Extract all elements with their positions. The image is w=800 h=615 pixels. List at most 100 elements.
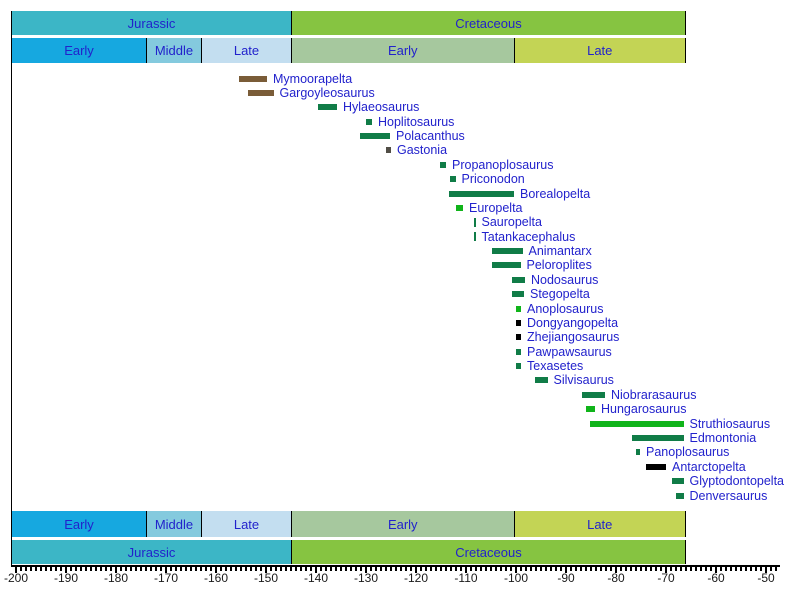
axis-minor-tick — [80, 567, 82, 571]
axis-minor-tick — [530, 567, 532, 571]
axis-minor-tick — [235, 567, 237, 571]
axis-minor-tick — [475, 567, 477, 571]
axis-minor-tick — [230, 567, 232, 571]
axis-minor-tick — [510, 567, 512, 571]
taxon-range-bar-europelta — [455, 204, 463, 211]
taxon-label-edmontonia[interactable]: Edmontonia — [689, 431, 757, 445]
axis-minor-tick — [370, 567, 372, 571]
taxon-label-mymoorapelta[interactable]: Mymoorapelta — [273, 71, 353, 86]
taxon-label-hylaeosaurus[interactable]: Hylaeosaurus — [343, 100, 420, 115]
taxon-label-stegopelta[interactable]: Stegopelta — [530, 287, 590, 302]
taxon-label-peloroplites[interactable]: Peloroplites — [526, 258, 592, 273]
left-axis-spine — [10, 11, 12, 567]
axis-minor-tick — [605, 567, 607, 571]
bottom-epoch-cell-early-3: Early — [291, 511, 514, 537]
taxon-range-bar-peloroplites — [491, 262, 521, 269]
taxon-range-bar-dongyangopelta — [516, 319, 521, 326]
bottom-epoch-cell-late-2: Late — [201, 511, 291, 537]
taxon-range-bar-anoplosaurus — [516, 305, 521, 312]
taxon-label-hoplitosaurus[interactable]: Hoplitosaurus — [378, 114, 455, 129]
axis-tick-label: -190 — [53, 571, 79, 585]
axis-major-tick — [415, 567, 417, 573]
taxon-label-gargoyleosaurus[interactable]: Gargoyleosaurus — [279, 85, 375, 100]
axis-minor-tick — [660, 567, 662, 571]
top-epoch-band-row: Early Middle Late Early Late — [0, 38, 800, 63]
axis-minor-tick — [450, 567, 452, 571]
taxon-label-borealopelta[interactable]: Borealopelta — [520, 186, 591, 201]
top-epoch-label[interactable]: Late — [233, 43, 260, 58]
taxon-label-propanoplosaurus[interactable]: Propanoplosaurus — [452, 157, 554, 172]
bottom-period-label[interactable]: Cretaceous — [455, 544, 522, 560]
axis-minor-tick — [135, 567, 137, 571]
axis-minor-tick — [610, 567, 612, 571]
taxon-label-niobrarasaurus[interactable]: Niobrarasaurus — [611, 387, 697, 402]
taxon-range-bar-animantarx — [491, 248, 523, 255]
axis-tick-label: -90 — [557, 571, 575, 585]
axis-minor-tick — [520, 567, 522, 571]
top-period-label[interactable]: Cretaceous — [455, 15, 522, 31]
axis-minor-tick — [130, 567, 132, 571]
bottom-epoch-label[interactable]: Middle — [154, 516, 194, 532]
taxon-label-animantarx[interactable]: Animantarx — [528, 244, 592, 259]
top-period-label[interactable]: Jurassic — [127, 15, 176, 31]
axis-minor-tick — [590, 567, 592, 571]
taxon-label-antarctopelta[interactable]: Antarctopelta — [672, 459, 746, 474]
taxon-label-pawpawsaurus[interactable]: Pawpawsaurus — [527, 344, 612, 359]
axis-minor-tick — [500, 567, 502, 571]
taxon-label-texasetes[interactable]: Texasetes — [527, 359, 584, 374]
axis-minor-tick — [675, 567, 677, 571]
axis-minor-tick — [405, 567, 407, 571]
axis-minor-tick — [195, 567, 197, 571]
taxon-label-glyptodontopelta[interactable]: Glyptodontopelta — [689, 474, 785, 489]
taxon-range-bar-antarctopelta — [646, 463, 666, 470]
taxon-label-europelta[interactable]: Europelta — [469, 200, 523, 215]
taxon-label-zhejiangosaurus[interactable]: Zhejiangosaurus — [527, 330, 620, 345]
taxon-range-bar-hylaeosaurus — [318, 104, 337, 111]
axis-minor-tick — [225, 567, 227, 571]
taxon-range-bar-mymoorapelta — [239, 75, 267, 82]
axis-major-tick — [65, 567, 67, 573]
axis-minor-tick — [360, 567, 362, 571]
bottom-epoch-label[interactable]: Early — [64, 516, 94, 532]
top-period-cell-cretaceous-1: Cretaceous — [291, 11, 686, 35]
axis-major-tick — [765, 567, 767, 573]
taxon-label-tatankacephalus[interactable]: Tatankacephalus — [481, 229, 576, 244]
taxon-label-polacanthus[interactable]: Polacanthus — [396, 129, 465, 144]
taxon-label-priconodon[interactable]: Priconodon — [461, 172, 525, 187]
taxon-label-anoplosaurus[interactable]: Anoplosaurus — [527, 301, 604, 316]
taxon-range-bar-denversaurus — [676, 492, 684, 499]
axis-minor-tick — [30, 567, 32, 571]
top-epoch-label[interactable]: Late — [587, 43, 613, 58]
bottom-epoch-cell-late-4: Late — [513, 511, 686, 537]
axis-minor-tick — [245, 567, 247, 571]
top-epoch-label[interactable]: Middle — [154, 43, 194, 58]
taxon-label-hungarosaurus[interactable]: Hungarosaurus — [601, 402, 687, 417]
axis-minor-tick — [355, 567, 357, 571]
taxon-range-bar-pawpawsaurus — [516, 348, 521, 355]
bottom-epoch-label[interactable]: Late — [233, 516, 260, 532]
top-epoch-label[interactable]: Early — [387, 43, 418, 58]
taxon-label-panoplosaurus[interactable]: Panoplosaurus — [646, 445, 730, 460]
taxon-range-bar-propanoplosaurus — [440, 161, 446, 168]
taxon-label-nodosaurus[interactable]: Nodosaurus — [531, 272, 599, 287]
taxon-label-struthiosaurus[interactable]: Struthiosaurus — [689, 416, 771, 431]
bottom-epoch-label[interactable]: Early — [387, 516, 418, 532]
axis-minor-tick — [260, 567, 262, 571]
axis-major-tick — [465, 567, 467, 573]
axis-minor-tick — [175, 567, 177, 571]
taxon-label-denversaurus[interactable]: Denversaurus — [689, 488, 768, 503]
top-epoch-label[interactable]: Early — [64, 43, 94, 58]
axis-major-tick — [665, 567, 667, 573]
axis-minor-tick — [190, 567, 192, 571]
bottom-epoch-label[interactable]: Late — [587, 516, 613, 532]
bottom-period-label[interactable]: Jurassic — [127, 544, 176, 560]
axis-major-tick — [315, 567, 317, 573]
taxon-label-silvisaurus[interactable]: Silvisaurus — [553, 373, 614, 388]
axis-minor-tick — [275, 567, 277, 571]
bottom-epoch-band-row: Early Middle Late Early Late — [0, 511, 800, 537]
axis-minor-tick — [60, 567, 62, 571]
taxon-label-gastonia[interactable]: Gastonia — [397, 143, 448, 158]
taxon-label-sauropelta[interactable]: Sauropelta — [481, 215, 542, 230]
taxon-range-bar-priconodon — [450, 176, 456, 183]
taxon-label-dongyangopelta[interactable]: Dongyangopelta — [527, 315, 619, 330]
